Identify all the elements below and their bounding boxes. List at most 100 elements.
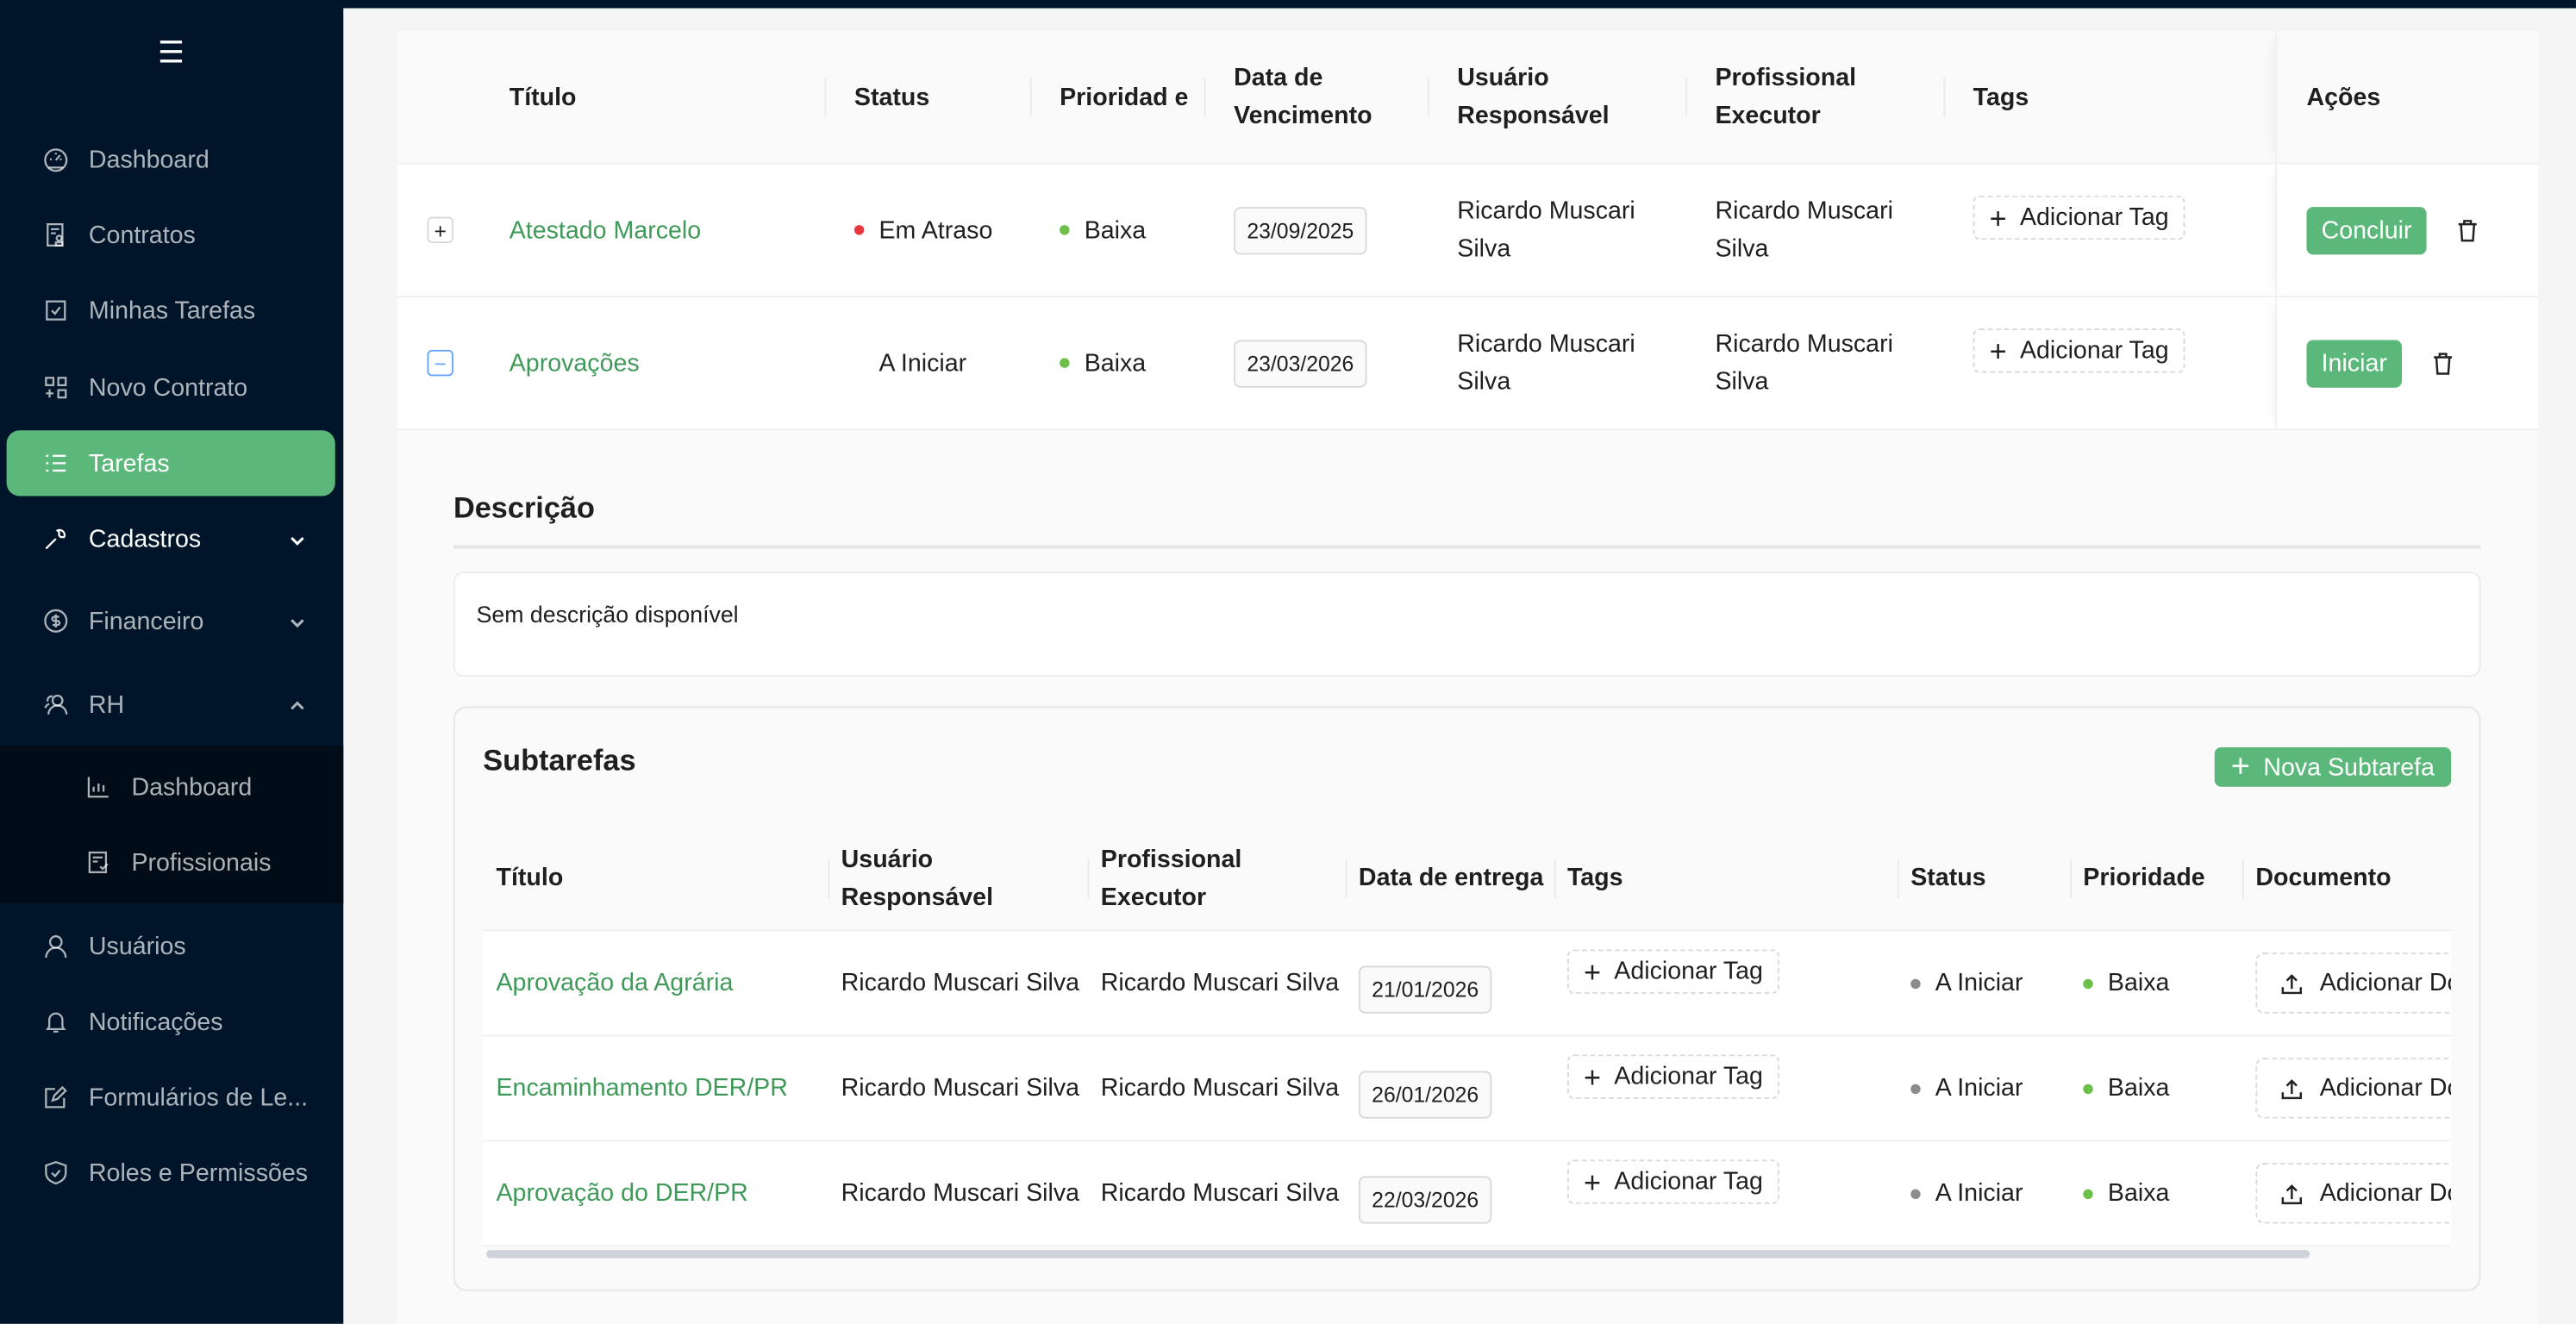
trash-icon[interactable] xyxy=(2431,349,2454,387)
dashboard-icon xyxy=(44,148,68,172)
task-title-link[interactable]: Aprovações xyxy=(509,348,640,378)
subtask-title-link[interactable]: Aprovação do DER/PR xyxy=(496,1179,748,1208)
due-date: 23/03/2026 xyxy=(1234,339,1367,387)
sidebar-item-novo-contrato[interactable]: Novo Contrato xyxy=(7,355,335,421)
task-title-link[interactable]: Atestado Marcelo xyxy=(509,215,702,244)
priority-dot xyxy=(1060,358,1070,368)
sidebar-item-contratos[interactable]: Contratos xyxy=(7,202,335,267)
tags-cell: + Adicionar Tag xyxy=(1554,1141,1898,1245)
sidebar-item-usu-rios[interactable]: Usuários xyxy=(7,914,335,979)
divider xyxy=(453,545,2481,549)
priority-cell: Baixa xyxy=(2070,1036,2242,1140)
add-document-button[interactable]: Adicionar Documento xyxy=(2255,1058,2452,1119)
concluir-button[interactable]: Concluir xyxy=(2306,206,2427,254)
subtasks-table: Título Usuário Responsável Profissional Ex… xyxy=(483,826,2452,1260)
description-text: Sem descrição disponível xyxy=(476,601,739,628)
column-separator xyxy=(1345,859,1347,899)
column-header-label: Tags xyxy=(1566,864,1623,892)
list-icon xyxy=(43,450,69,476)
sidebar-item-notifica-es[interactable]: Notificações xyxy=(7,989,335,1054)
add-tag-label: Adicionar Tag xyxy=(1614,1167,1763,1196)
add-document-button[interactable]: Adicionar Documento xyxy=(2255,1163,2452,1224)
horizontal-scrollbar[interactable] xyxy=(486,1250,2310,1258)
title-cell: Encaminhamento DER/PR xyxy=(483,1036,828,1140)
subtask-title-link[interactable]: Encaminhamento DER/PR xyxy=(496,1074,788,1102)
column-header: Prioridade xyxy=(2070,826,2243,930)
subtask-title-link[interactable]: Aprovação da Agrária xyxy=(496,969,734,997)
user-cell: Ricardo Muscari Silva xyxy=(828,931,1087,1034)
column-header: Prioridad e xyxy=(1029,31,1204,163)
delivery-date: 21/01/2026 xyxy=(1358,965,1492,1014)
sidebar-item-label: Novo Contrato xyxy=(88,373,248,402)
date-cell: 22/03/2026 xyxy=(1346,1141,1554,1245)
document-cell: Adicionar Documento xyxy=(2242,1036,2452,1140)
status-text: Em Atraso xyxy=(878,215,993,244)
trash-icon[interactable] xyxy=(2456,216,2479,254)
sidebar-item-minhas-tarefas[interactable]: Minhas Tarefas xyxy=(7,278,335,343)
top-bar xyxy=(0,0,2576,9)
delivery-date: 22/03/2026 xyxy=(1358,1176,1492,1224)
due-cell: 23/09/2025 xyxy=(1204,165,1428,296)
divider xyxy=(397,162,2539,165)
add-document-button[interactable]: Adicionar Documento xyxy=(2255,952,2452,1014)
executor-professional: Ricardo Muscari Silva xyxy=(1100,969,1340,997)
actions-cell: Iniciar xyxy=(2275,297,2538,429)
subtasks-card: Subtarefas + Nova Subtarefa Título Usuári… xyxy=(453,706,2481,1291)
add-tag-label: Adicionar Tag xyxy=(2019,336,2169,365)
sidebar-item-label: Notificações xyxy=(88,1008,223,1036)
add-tag-button[interactable]: + Adicionar Tag xyxy=(1973,328,2185,373)
verified-doc-icon xyxy=(88,851,109,874)
pro-cell: Ricardo Muscari Silva xyxy=(1685,297,1943,428)
add-tag-button[interactable]: + Adicionar Tag xyxy=(1973,195,2185,240)
column-header-label: Usuário Responsável xyxy=(1457,64,1610,130)
column-separator xyxy=(828,859,830,899)
sidebar-item-label: Contratos xyxy=(88,221,196,249)
collapse-row-button[interactable]: − xyxy=(427,349,453,377)
sidebar-item-dashboard-rh[interactable]: Dashboard xyxy=(7,754,335,820)
add-tag-button[interactable]: + Adicionar Tag xyxy=(1566,1054,1780,1099)
column-separator xyxy=(2242,859,2245,899)
sidebar-item-rh[interactable]: RH xyxy=(7,671,335,737)
status-cell: Em Atraso xyxy=(825,165,1030,296)
expand-row-button[interactable]: + xyxy=(427,216,453,244)
column-header-label: Título xyxy=(496,864,564,892)
column-separator xyxy=(824,77,827,117)
upload-icon xyxy=(2280,971,2320,995)
divider xyxy=(483,1034,2452,1037)
sidebar: ☰ Dashboard Contratos Minhas Tarefas Novo C… xyxy=(0,0,344,1324)
new-subtask-button[interactable]: + Nova Subtarefa xyxy=(2214,747,2452,787)
priority-dot xyxy=(1060,225,1070,235)
column-header-label: Usuário Responsável xyxy=(841,845,994,911)
divider xyxy=(397,296,2539,297)
sidebar-item-formul-rios-de-le-[interactable]: Formulários de Le... xyxy=(7,1065,335,1130)
pro-cell: Ricardo Muscari Silva xyxy=(1088,1036,1346,1140)
divider xyxy=(483,1140,2452,1142)
due-cell: 23/03/2026 xyxy=(1204,297,1428,428)
shield-icon xyxy=(43,1159,69,1185)
add-tag-button[interactable]: + Adicionar Tag xyxy=(1566,949,1780,994)
divider xyxy=(483,1245,2452,1247)
column-separator xyxy=(1943,77,1946,117)
document-cell: Adicionar Documento xyxy=(2242,1141,2452,1245)
document-cell: Adicionar Documento xyxy=(2242,931,2452,1034)
sidebar-item-tarefas[interactable]: Tarefas xyxy=(6,430,335,496)
add-tag-button[interactable]: + Adicionar Tag xyxy=(1566,1159,1780,1204)
column-header-label: Status xyxy=(853,83,930,111)
bar-chart-icon xyxy=(87,777,109,798)
sidebar-item-label: Tarefas xyxy=(88,449,170,478)
team-icon xyxy=(44,694,68,715)
iniciar-button[interactable]: Iniciar xyxy=(2306,339,2403,387)
executor-professional: Ricardo Muscari Silva xyxy=(1100,1179,1340,1208)
chevron-down-icon xyxy=(289,609,305,628)
hamburger-icon[interactable]: ☰ xyxy=(157,35,184,70)
dashboard-icon xyxy=(43,147,69,172)
sidebar-item-cadastros[interactable]: Cadastros xyxy=(7,506,335,571)
sidebar-item-profissionais-rh[interactable]: Profissionais xyxy=(7,829,335,895)
sidebar-item-financeiro[interactable]: Financeiro xyxy=(7,588,335,653)
title-cell: Atestado Marcelo xyxy=(479,165,824,296)
sidebar-item-dashboard[interactable]: Dashboard xyxy=(7,127,335,192)
column-header: Data de entrega xyxy=(1345,826,1554,930)
add-tag-label: Adicionar Tag xyxy=(1614,1062,1763,1091)
sidebar-item-roles-e-permiss-es[interactable]: Roles e Permissões xyxy=(7,1140,335,1205)
status-cell: A Iniciar xyxy=(1898,1141,2070,1245)
